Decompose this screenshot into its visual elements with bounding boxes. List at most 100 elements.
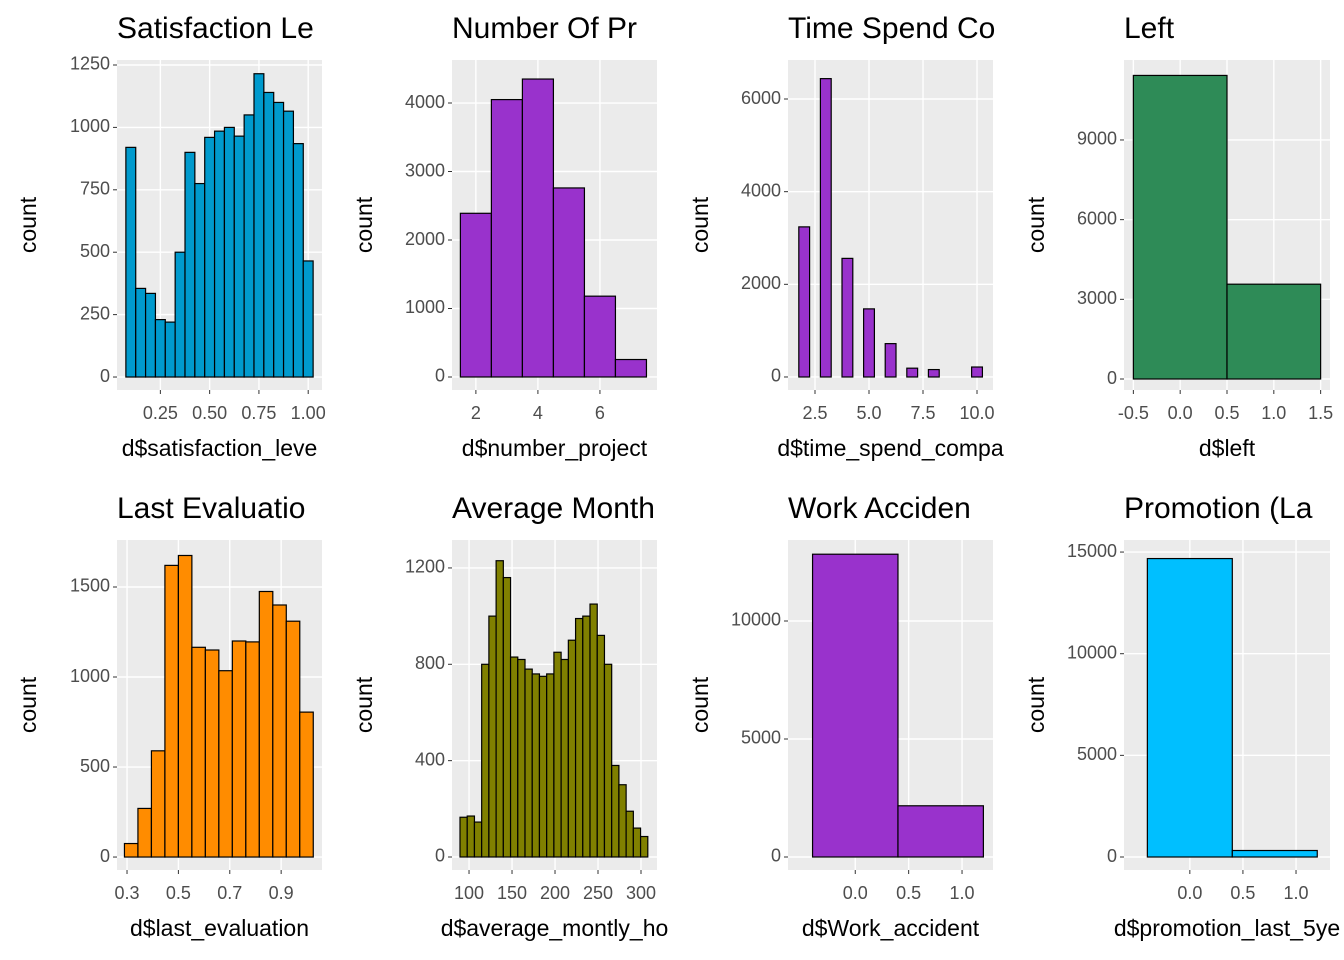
bar: [625, 810, 634, 858]
bar: [502, 576, 512, 858]
y-tick-label: 1500: [70, 576, 110, 596]
bar: [292, 143, 304, 378]
y-tick-label: 9000: [1077, 129, 1117, 149]
bar: [603, 663, 613, 858]
bar: [273, 101, 285, 378]
plot-background: [788, 60, 993, 390]
chart-title: Average Month: [452, 492, 655, 525]
bar: [1226, 283, 1322, 380]
bar: [245, 641, 260, 858]
y-tick-label: 10000: [731, 610, 781, 630]
bar: [632, 827, 642, 858]
bar: [582, 615, 591, 858]
panel: 0 5000 10000 0.0 0.5 1.0 Work Acciden d$Work_ac…: [687, 492, 993, 941]
x-axis-label: d$left: [1199, 435, 1256, 461]
bar: [218, 670, 233, 858]
x-tick-label: 1.0: [950, 883, 975, 903]
bar: [614, 358, 648, 378]
x-tick-label: 10.0: [959, 403, 994, 423]
bar: [299, 711, 314, 858]
y-tick-label: 1000: [70, 666, 110, 686]
y-tick-label: 4000: [405, 92, 445, 112]
chart-title: Number Of Pr: [452, 12, 637, 45]
bar: [553, 651, 562, 858]
bar: [490, 98, 524, 378]
x-tick-label: 0.5: [166, 883, 191, 903]
chart-title: Last Evaluatio: [117, 492, 305, 525]
bar: [191, 646, 206, 858]
y-tick-label: 1200: [405, 557, 445, 577]
y-tick-label: 1000: [405, 297, 445, 317]
bar: [495, 560, 504, 858]
bar: [596, 634, 606, 858]
y-axis-label: count: [351, 196, 377, 253]
bar: [184, 151, 196, 378]
bar: [213, 130, 226, 378]
bar: [819, 78, 832, 378]
y-tick-label: 3000: [405, 160, 445, 180]
y-axis-label: count: [687, 676, 713, 733]
x-axis-label: d$satisfaction_leve: [122, 435, 318, 461]
bar: [531, 673, 541, 858]
y-axis-label: count: [1023, 676, 1049, 733]
y-axis-label: count: [15, 676, 41, 733]
bar: [884, 343, 897, 378]
y-tick-label: 750: [80, 179, 110, 199]
bar: [521, 78, 555, 378]
y-tick-label: 10000: [1067, 642, 1117, 662]
bar: [897, 805, 984, 858]
bar: [863, 308, 876, 378]
bar: [204, 136, 216, 378]
x-tick-label: 7.5: [910, 403, 935, 423]
bar: [164, 321, 176, 378]
bar: [258, 590, 274, 858]
y-tick-label: 5000: [741, 728, 781, 748]
bar: [583, 295, 617, 378]
chart-title: Time Spend Co: [788, 12, 995, 45]
x-tick-label: 0.5: [1214, 403, 1239, 423]
x-tick-label: 0.25: [143, 403, 178, 423]
bar: [243, 114, 255, 378]
x-tick-label: 6: [595, 403, 605, 423]
y-tick-label: 0: [1107, 846, 1117, 866]
bar: [459, 212, 492, 378]
x-axis-label: d$promotion_last_5ye: [1114, 915, 1340, 941]
x-axis-label: d$average_montly_ho: [441, 915, 669, 941]
bar: [509, 656, 519, 858]
x-tick-label: 0.50: [192, 403, 227, 423]
bar: [223, 126, 235, 378]
y-tick-label: 15000: [1067, 541, 1117, 561]
x-tick-label: 0.0: [1177, 883, 1202, 903]
x-tick-label: 150: [497, 883, 527, 903]
x-tick-label: 0.5: [896, 883, 921, 903]
panel: 0 5000 10000 15000 0.0 0.5 1.0 Promotion (La d$p…: [1023, 492, 1340, 941]
panel: 0 500 1000 1500 0.3 0.5 0.7 0.9 Last Evaluatio d$…: [15, 492, 322, 941]
x-tick-label: 1.0: [1284, 883, 1309, 903]
bar: [233, 135, 245, 378]
x-tick-label: 1.00: [291, 403, 326, 423]
x-tick-label: 0.7: [217, 883, 242, 903]
bar: [618, 784, 627, 858]
bar: [204, 649, 220, 858]
bar: [639, 835, 649, 858]
x-tick-label: 0.3: [115, 883, 140, 903]
x-tick-label: 0.75: [241, 403, 276, 423]
bar: [546, 673, 555, 858]
x-tick-label: 2: [471, 403, 481, 423]
bar: [123, 842, 139, 858]
x-axis-label: d$Work_accident: [802, 915, 980, 941]
bar: [164, 564, 179, 858]
bar: [150, 750, 166, 858]
bar: [1132, 74, 1228, 380]
y-tick-label: 0: [100, 846, 110, 866]
y-tick-label: 4000: [741, 180, 781, 200]
y-tick-label: 0: [100, 366, 110, 386]
bar: [302, 260, 314, 378]
bar: [272, 604, 287, 858]
bar: [811, 553, 899, 858]
y-tick-label: 0: [435, 846, 445, 866]
bar: [611, 764, 620, 858]
bar: [253, 73, 265, 378]
y-tick-label: 6000: [1077, 208, 1117, 228]
